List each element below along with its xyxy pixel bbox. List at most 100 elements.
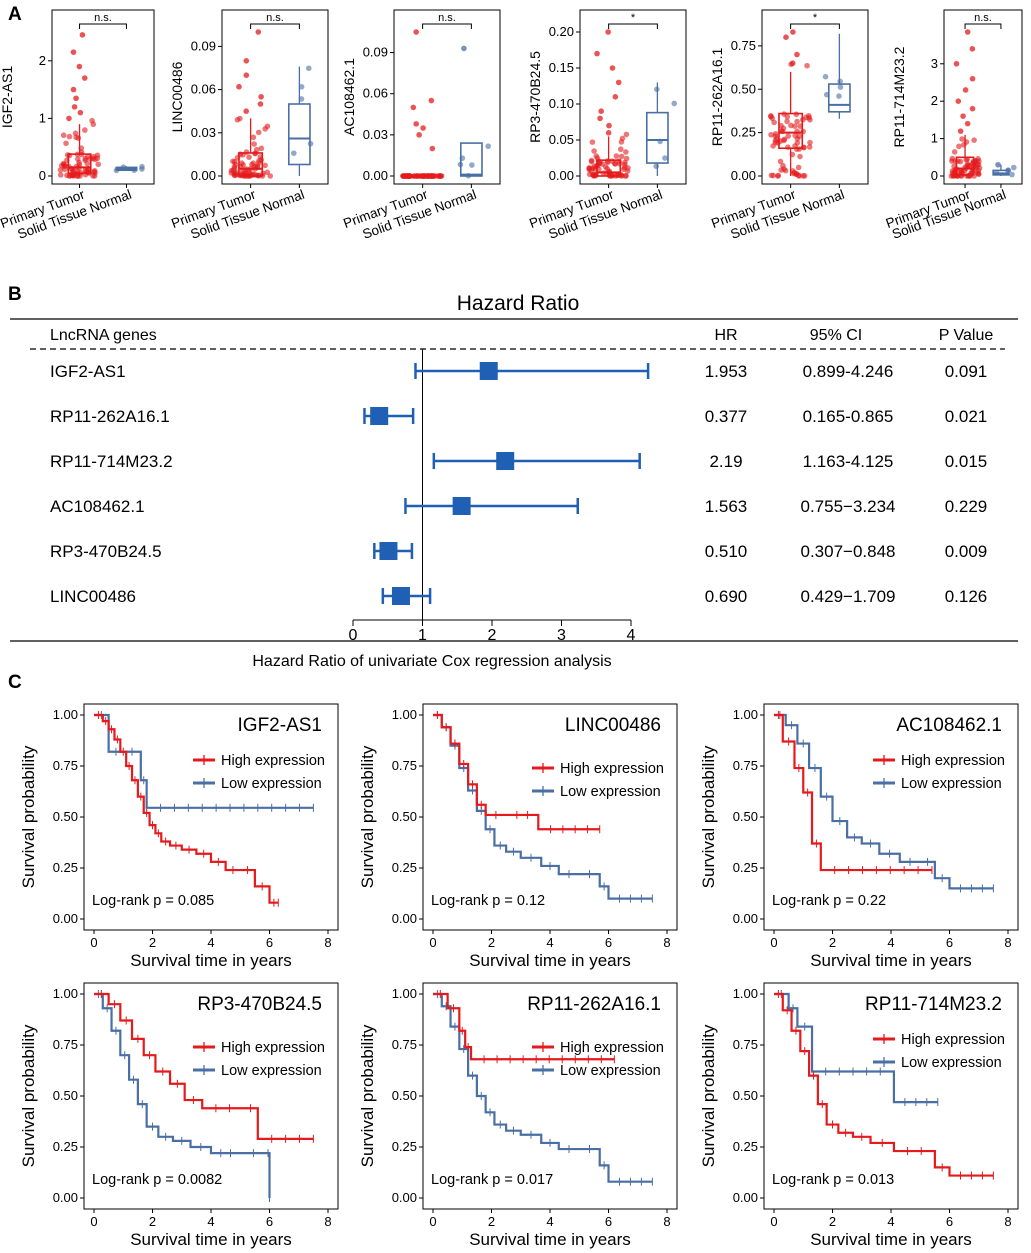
outlier-point <box>429 145 436 152</box>
y-tick-label: 2 <box>39 53 46 68</box>
table-header: LncRNA genes <box>50 327 157 344</box>
y-tick-label: 0.50 <box>731 81 756 96</box>
y-axis-label: AC108462.1 <box>341 58 357 136</box>
forest-row-RP11-262A16.1: RP11-262A16.1 0.377 0.165-0.865 0.021 <box>50 407 987 426</box>
legend-label: Low expression <box>560 1063 661 1079</box>
hr-point <box>379 542 398 560</box>
table-header: P Value <box>939 327 994 344</box>
y-tick-label: 0.75 <box>392 758 417 773</box>
significance-label: n.s. <box>266 12 284 24</box>
logrank-label: Log-rank p = 0.017 <box>431 1172 553 1188</box>
data-point <box>262 126 268 132</box>
data-point <box>775 173 781 179</box>
y-tick-label: 1.00 <box>53 986 78 1001</box>
outlier-point <box>77 109 84 116</box>
panel-label-a: A <box>8 4 22 25</box>
data-point <box>976 171 982 177</box>
data-point <box>589 139 596 145</box>
outlier-point <box>960 113 966 119</box>
km-plot-RP11-714M23.2: 0.00 0.25 0.50 0.75 1.00 0 2 4 6 8 Survival time i… <box>699 982 1019 1249</box>
forest-title: Hazard Ratio <box>457 292 580 315</box>
data-point <box>796 173 802 179</box>
data-point <box>58 162 65 169</box>
y-tick-label: 0.20 <box>549 24 574 39</box>
x-tick-label: 8 <box>663 1214 670 1229</box>
data-point <box>588 157 595 164</box>
p-value: 0.015 <box>945 452 988 471</box>
data-point <box>70 169 76 176</box>
km-curve-high <box>774 713 932 872</box>
x-axis-label: Survival time in years <box>810 1230 972 1249</box>
data-point <box>89 117 95 124</box>
boxplot-frame <box>393 9 501 185</box>
data-point <box>612 161 618 167</box>
y-axis-label: RP11-714M23.2 <box>891 46 907 147</box>
y-tick-label: 1.00 <box>392 707 417 722</box>
legend-label: High expression <box>901 1032 1005 1048</box>
data-point <box>72 130 79 137</box>
km-plot-AC108462.1: 0.00 0.25 0.50 0.75 1.00 0 2 4 6 8 Survival time i… <box>699 703 1019 970</box>
boxplot-frame <box>579 9 687 185</box>
km-gene-title: IGF2-AS1 <box>238 715 322 736</box>
outlier-point <box>598 108 604 114</box>
significance-label: * <box>631 12 636 24</box>
outlier-point <box>594 50 600 57</box>
significance-bracket <box>422 23 472 29</box>
data-point <box>806 144 813 150</box>
outlier-point <box>605 130 612 136</box>
data-point <box>232 161 239 168</box>
data-point <box>90 173 96 179</box>
y-tick-label: 0.06 <box>363 86 388 101</box>
y-tick-label: 0.75 <box>733 758 758 773</box>
data-point <box>604 158 611 164</box>
data-point <box>139 166 145 172</box>
boxplot-frame <box>761 9 869 185</box>
y-tick-label: 0.10 <box>549 96 574 111</box>
gene-label: AC108462.1 <box>50 497 145 516</box>
x-tick-label: 8 <box>663 935 670 950</box>
box <box>238 152 264 177</box>
data-point <box>622 173 629 179</box>
km-plot-RP3-470B24.5: 0.00 0.25 0.50 0.75 1.00 0 2 4 6 8 Survival time i… <box>19 982 339 1249</box>
outlier-point <box>790 29 796 35</box>
outlier-point <box>962 87 969 93</box>
boxplot-frame <box>221 9 329 185</box>
data-point <box>662 155 668 161</box>
data-point <box>57 167 64 173</box>
data-point <box>781 166 787 172</box>
legend-label: Low expression <box>221 776 322 792</box>
box <box>645 111 669 164</box>
data-point <box>246 154 252 160</box>
x-tick-label: 4 <box>887 935 894 950</box>
data-point <box>837 84 844 90</box>
data-point <box>255 160 262 166</box>
x-axis-label: Hazard Ratio of univariate Cox regressio… <box>252 653 611 670</box>
data-point <box>91 168 98 174</box>
y-axis-label: Survival probability <box>699 745 718 888</box>
y-tick-label: 0.06 <box>191 82 216 97</box>
panel-label-b: B <box>8 284 22 305</box>
x-tick-label: 4 <box>207 935 214 950</box>
significance-bracket <box>79 23 127 29</box>
data-point <box>305 65 312 72</box>
outlier-point <box>70 49 77 55</box>
x-tick-label: 0 <box>770 935 777 950</box>
data-point <box>66 133 73 140</box>
forest-row-RP3-470B24.5: RP3-470B24.5 0.510 0.307−0.848 0.009 <box>50 542 987 561</box>
x-tick-label: 6 <box>946 1214 953 1229</box>
data-point <box>63 140 69 147</box>
x-tick-label: 6 <box>266 1214 273 1229</box>
boxplot-frame <box>943 9 1023 185</box>
box <box>778 112 804 150</box>
p-value: 0.229 <box>945 497 988 516</box>
data-point <box>255 129 262 136</box>
data-point <box>617 146 624 153</box>
gene-label: RP3-470B24.5 <box>50 542 162 561</box>
data-point <box>231 172 238 178</box>
outlier-point <box>969 105 976 112</box>
x-tick-label: 8 <box>1004 1214 1011 1229</box>
hr-point <box>496 452 515 470</box>
y-tick-label: 0.25 <box>392 1139 417 1154</box>
y-tick-label: 0.75 <box>53 1037 78 1052</box>
data-point <box>94 155 101 162</box>
